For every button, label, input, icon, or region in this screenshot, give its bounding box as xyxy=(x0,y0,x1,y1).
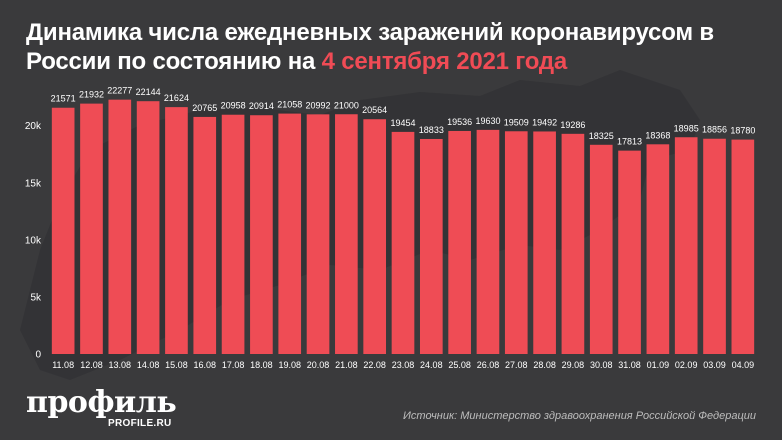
bar-value-label: 19509 xyxy=(504,117,529,127)
bar-value-label: 19630 xyxy=(475,116,500,126)
bar-17.08 xyxy=(221,114,245,354)
x-tick-label: 19.08 xyxy=(278,360,301,370)
bar-29.08 xyxy=(561,133,585,354)
bar-value-label: 18325 xyxy=(589,131,614,141)
bar-03.09 xyxy=(703,138,726,354)
bar-value-label: 19492 xyxy=(532,117,557,127)
bar-value-label: 20765 xyxy=(192,103,217,113)
y-tick-label: 20k xyxy=(25,121,42,132)
x-tick-label: 16.08 xyxy=(193,360,216,370)
bar-23.08 xyxy=(391,131,415,354)
bar-value-label: 17813 xyxy=(617,137,642,147)
bar-value-label: 19536 xyxy=(447,117,472,127)
x-tick-label: 30.08 xyxy=(590,360,613,370)
bar-value-label: 18856 xyxy=(702,125,727,135)
x-tick-label: 02.09 xyxy=(675,360,698,370)
bar-value-label: 20564 xyxy=(362,105,387,115)
bar-11.08 xyxy=(51,107,75,354)
bar-value-label: 20914 xyxy=(249,101,274,111)
bar-28.08 xyxy=(533,131,556,354)
bar-value-label: 18985 xyxy=(674,123,699,133)
x-tick-label: 13.08 xyxy=(109,360,132,370)
bar-value-label: 19454 xyxy=(390,118,415,128)
bar-02.09 xyxy=(674,137,698,354)
bar-04.09 xyxy=(731,139,755,354)
bar-value-label: 18833 xyxy=(419,125,444,135)
bar-15.08 xyxy=(165,107,188,354)
y-tick-label: 10k xyxy=(25,235,42,246)
bar-25.08 xyxy=(448,130,471,354)
bar-19.08 xyxy=(278,113,302,354)
x-tick-label: 28.08 xyxy=(533,360,556,370)
x-tick-label: 27.08 xyxy=(505,360,528,370)
chart-title-main: Динамика числа ежедневных заражений коро… xyxy=(26,19,714,75)
profile-logo-subtitle: PROFILE.RU xyxy=(108,418,172,429)
bar-22.08 xyxy=(363,119,387,354)
bar-30.08 xyxy=(589,144,613,354)
bar-value-label: 20958 xyxy=(221,101,246,111)
bar-18.08 xyxy=(250,115,273,354)
source-note: Источник: Министерство здравоохранения Р… xyxy=(403,410,756,422)
y-tick-label: 0 xyxy=(35,350,41,361)
bar-26.08 xyxy=(476,129,500,354)
bar-value-label: 21571 xyxy=(51,94,76,104)
x-tick-label: 11.08 xyxy=(52,360,74,370)
x-tick-label: 24.08 xyxy=(420,360,443,370)
bar-value-label: 20992 xyxy=(306,100,331,110)
x-tick-label: 21.08 xyxy=(335,360,358,370)
x-tick-label: 29.08 xyxy=(562,360,585,370)
x-tick-label: 25.08 xyxy=(448,360,471,370)
bar-value-label: 21932 xyxy=(79,90,104,100)
x-tick-label: 22.08 xyxy=(363,360,386,370)
bar-31.08 xyxy=(618,150,641,354)
profile-logo: профиль xyxy=(26,385,177,420)
x-tick-label: 31.08 xyxy=(618,360,641,370)
bar-value-label: 18368 xyxy=(645,130,670,140)
bar-14.08 xyxy=(136,101,160,354)
chart-title: Динамика числа ежедневных заражений коро… xyxy=(26,18,766,76)
x-tick-label: 04.09 xyxy=(732,360,755,370)
x-tick-label: 15.08 xyxy=(165,360,188,370)
bar-value-label: 19286 xyxy=(560,120,585,130)
bar-value-label: 22144 xyxy=(136,87,161,97)
x-tick-label: 17.08 xyxy=(222,360,245,370)
bar-value-label: 21624 xyxy=(164,93,189,103)
y-tick-label: 5k xyxy=(30,292,42,303)
x-tick-label: 14.08 xyxy=(137,360,160,370)
bar-12.08 xyxy=(80,103,103,354)
bar-16.08 xyxy=(193,116,217,355)
bar-21.08 xyxy=(335,114,358,354)
bar-value-label: 18780 xyxy=(730,126,755,136)
bar-20.08 xyxy=(306,114,330,354)
x-tick-label: 18.08 xyxy=(250,360,273,370)
chart-title-date: 4 сентября 2021 года xyxy=(321,48,568,75)
bar-value-label: 21058 xyxy=(277,100,302,110)
bar-27.08 xyxy=(504,131,528,354)
bar-24.08 xyxy=(419,138,443,354)
bar-13.08 xyxy=(108,99,132,354)
x-tick-label: 23.08 xyxy=(392,360,415,370)
bar-value-label: 21000 xyxy=(334,100,359,110)
x-tick-label: 01.09 xyxy=(647,360,670,370)
x-tick-label: 03.09 xyxy=(703,360,726,370)
y-tick-label: 15k xyxy=(25,178,42,189)
bar-01.09 xyxy=(646,144,670,354)
x-tick-label: 12.08 xyxy=(80,360,103,370)
x-tick-label: 20.08 xyxy=(307,360,330,370)
x-tick-label: 26.08 xyxy=(477,360,500,370)
bar-value-label: 22277 xyxy=(107,86,132,96)
